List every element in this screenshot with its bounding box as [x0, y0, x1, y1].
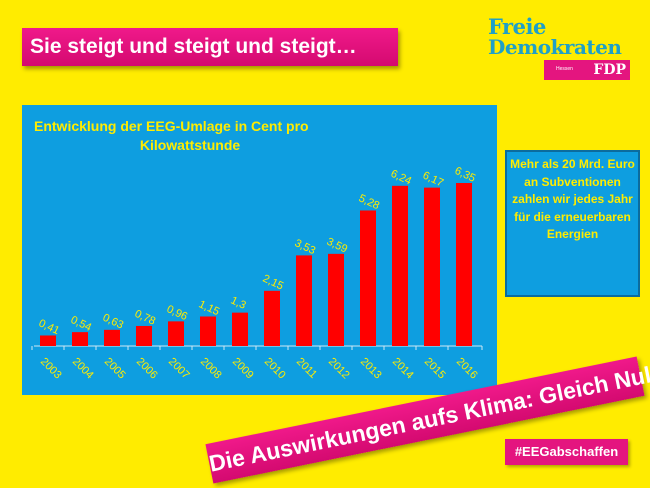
- bar-2006: [136, 325, 152, 346]
- data-label: 3,59: [325, 236, 349, 256]
- bar-2005: [104, 329, 120, 346]
- chart-title-line2: Kilowattstunde: [140, 137, 241, 153]
- data-label: 2,15: [261, 273, 285, 293]
- bar-2013: [360, 210, 376, 346]
- data-label: 0,41: [37, 317, 61, 337]
- x-tick-label: 2008: [198, 356, 224, 382]
- bar-2012: [328, 253, 344, 346]
- slide-headline: Sie steigt und steigt und steigt…: [22, 28, 398, 66]
- data-label: 1,3: [229, 294, 248, 311]
- data-label: 0,54: [69, 314, 93, 334]
- logo-line1: Freie: [488, 14, 546, 39]
- chart-title-line1: Entwicklung der EEG-Umlage in Cent pro: [34, 118, 309, 134]
- x-tick-label: 2006: [134, 356, 160, 382]
- x-tick-label: 2009: [230, 356, 256, 382]
- x-tick-label: 2013: [358, 356, 384, 382]
- data-label: 3,53: [293, 237, 317, 257]
- bar-2007: [168, 321, 184, 346]
- bar-2011: [296, 255, 312, 346]
- x-tick-label: 2004: [70, 356, 96, 382]
- data-label: 6,35: [453, 165, 477, 185]
- data-label: 6,17: [421, 169, 445, 189]
- x-tick-label: 2003: [38, 356, 64, 382]
- logo-line2: Demokraten: [488, 35, 622, 59]
- x-tick-label: 2005: [102, 356, 128, 382]
- bar-2008: [200, 316, 216, 346]
- data-label: 0,78: [133, 308, 157, 328]
- bar-2004: [72, 332, 88, 346]
- data-label: 5,28: [357, 192, 381, 212]
- hashtag-badge: #EEGabschaffen: [505, 439, 628, 465]
- x-tick-label: 2015: [422, 356, 448, 382]
- logo-badge: Hessen FDP: [544, 60, 630, 80]
- data-label: 6,24: [389, 168, 413, 188]
- logo-region: Hessen: [556, 66, 573, 72]
- bar-2016: [456, 183, 472, 346]
- x-tick-label: 2010: [262, 356, 288, 382]
- x-tick-label: 2014: [390, 356, 416, 382]
- x-tick-label: 2011: [294, 356, 319, 381]
- eeg-chart: Entwicklung der EEG-Umlage in Cent pro K…: [22, 105, 497, 395]
- bar-2003: [40, 335, 56, 346]
- data-label: 0,63: [101, 312, 125, 332]
- x-tick-label: 2007: [166, 356, 192, 382]
- data-label: 0,96: [165, 303, 189, 323]
- x-tick-label: 2016: [454, 356, 480, 382]
- x-tick-label: 2012: [326, 356, 352, 382]
- data-label: 1,15: [197, 298, 221, 318]
- logo-party: FDP: [593, 62, 626, 78]
- fdp-logo: Freie Demokraten Hessen FDP: [488, 16, 633, 82]
- bar-2014: [392, 185, 408, 346]
- bar-2010: [264, 290, 280, 346]
- chart-svg: Entwicklung der EEG-Umlage in Cent pro K…: [31, 118, 483, 382]
- bar-2015: [424, 187, 440, 346]
- side-note: Mehr als 20 Mrd. Euro an Subventionen za…: [505, 150, 640, 297]
- bar-2009: [232, 312, 248, 346]
